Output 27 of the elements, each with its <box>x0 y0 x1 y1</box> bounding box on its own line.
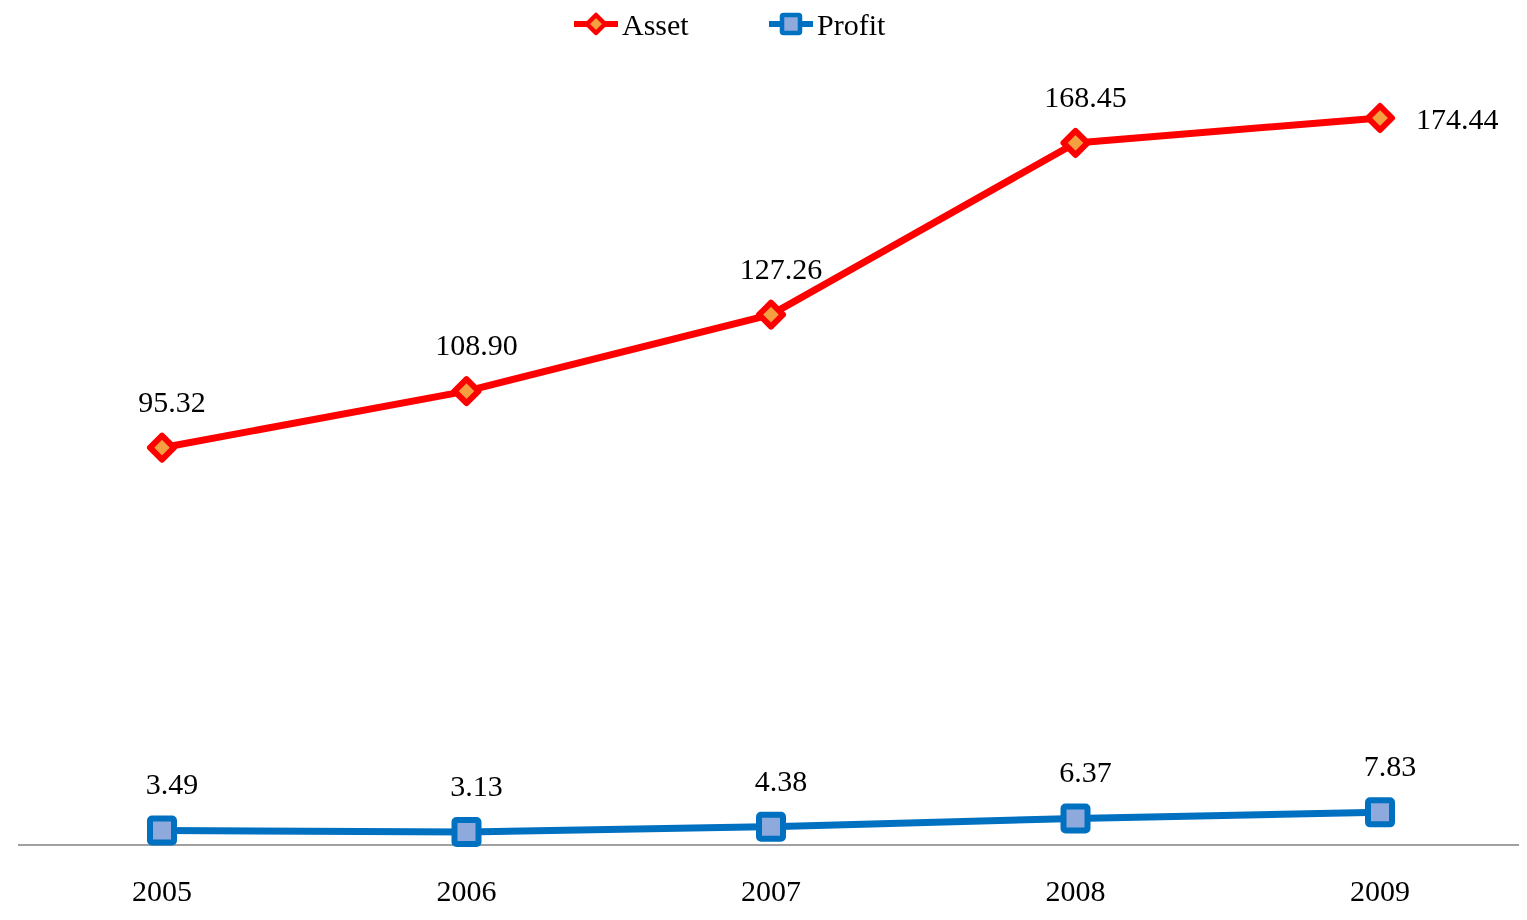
data-label: 3.13 <box>450 768 503 802</box>
point <box>756 299 786 330</box>
data-label: 3.49 <box>145 767 199 801</box>
point <box>1365 797 1395 828</box>
point <box>451 376 482 407</box>
point <box>451 816 482 847</box>
x-tick-label: 2007 <box>741 874 801 907</box>
legend-label: Asset <box>622 8 690 41</box>
point <box>1060 127 1091 158</box>
data-label: 7.83 <box>1363 749 1417 783</box>
data-label: 108.90 <box>435 328 518 362</box>
point <box>1060 803 1091 834</box>
data-label: 168.45 <box>1044 79 1127 113</box>
data-label: 95.32 <box>138 384 206 418</box>
point <box>1365 103 1395 133</box>
legend-label: Profit <box>817 8 886 41</box>
x-tick-label: 2006 <box>436 874 497 907</box>
point <box>147 432 177 463</box>
x-tick-label: 2005 <box>132 874 192 907</box>
data-label: 4.38 <box>754 763 808 797</box>
x-tick-label: 2008 <box>1045 874 1106 907</box>
point <box>147 815 177 846</box>
data-label: 174.44 <box>1416 102 1499 135</box>
data-label: 6.37 <box>1059 755 1112 789</box>
point <box>756 811 786 842</box>
x-tick-label: 2009 <box>1350 874 1410 907</box>
data-label: 127.26 <box>739 251 823 285</box>
